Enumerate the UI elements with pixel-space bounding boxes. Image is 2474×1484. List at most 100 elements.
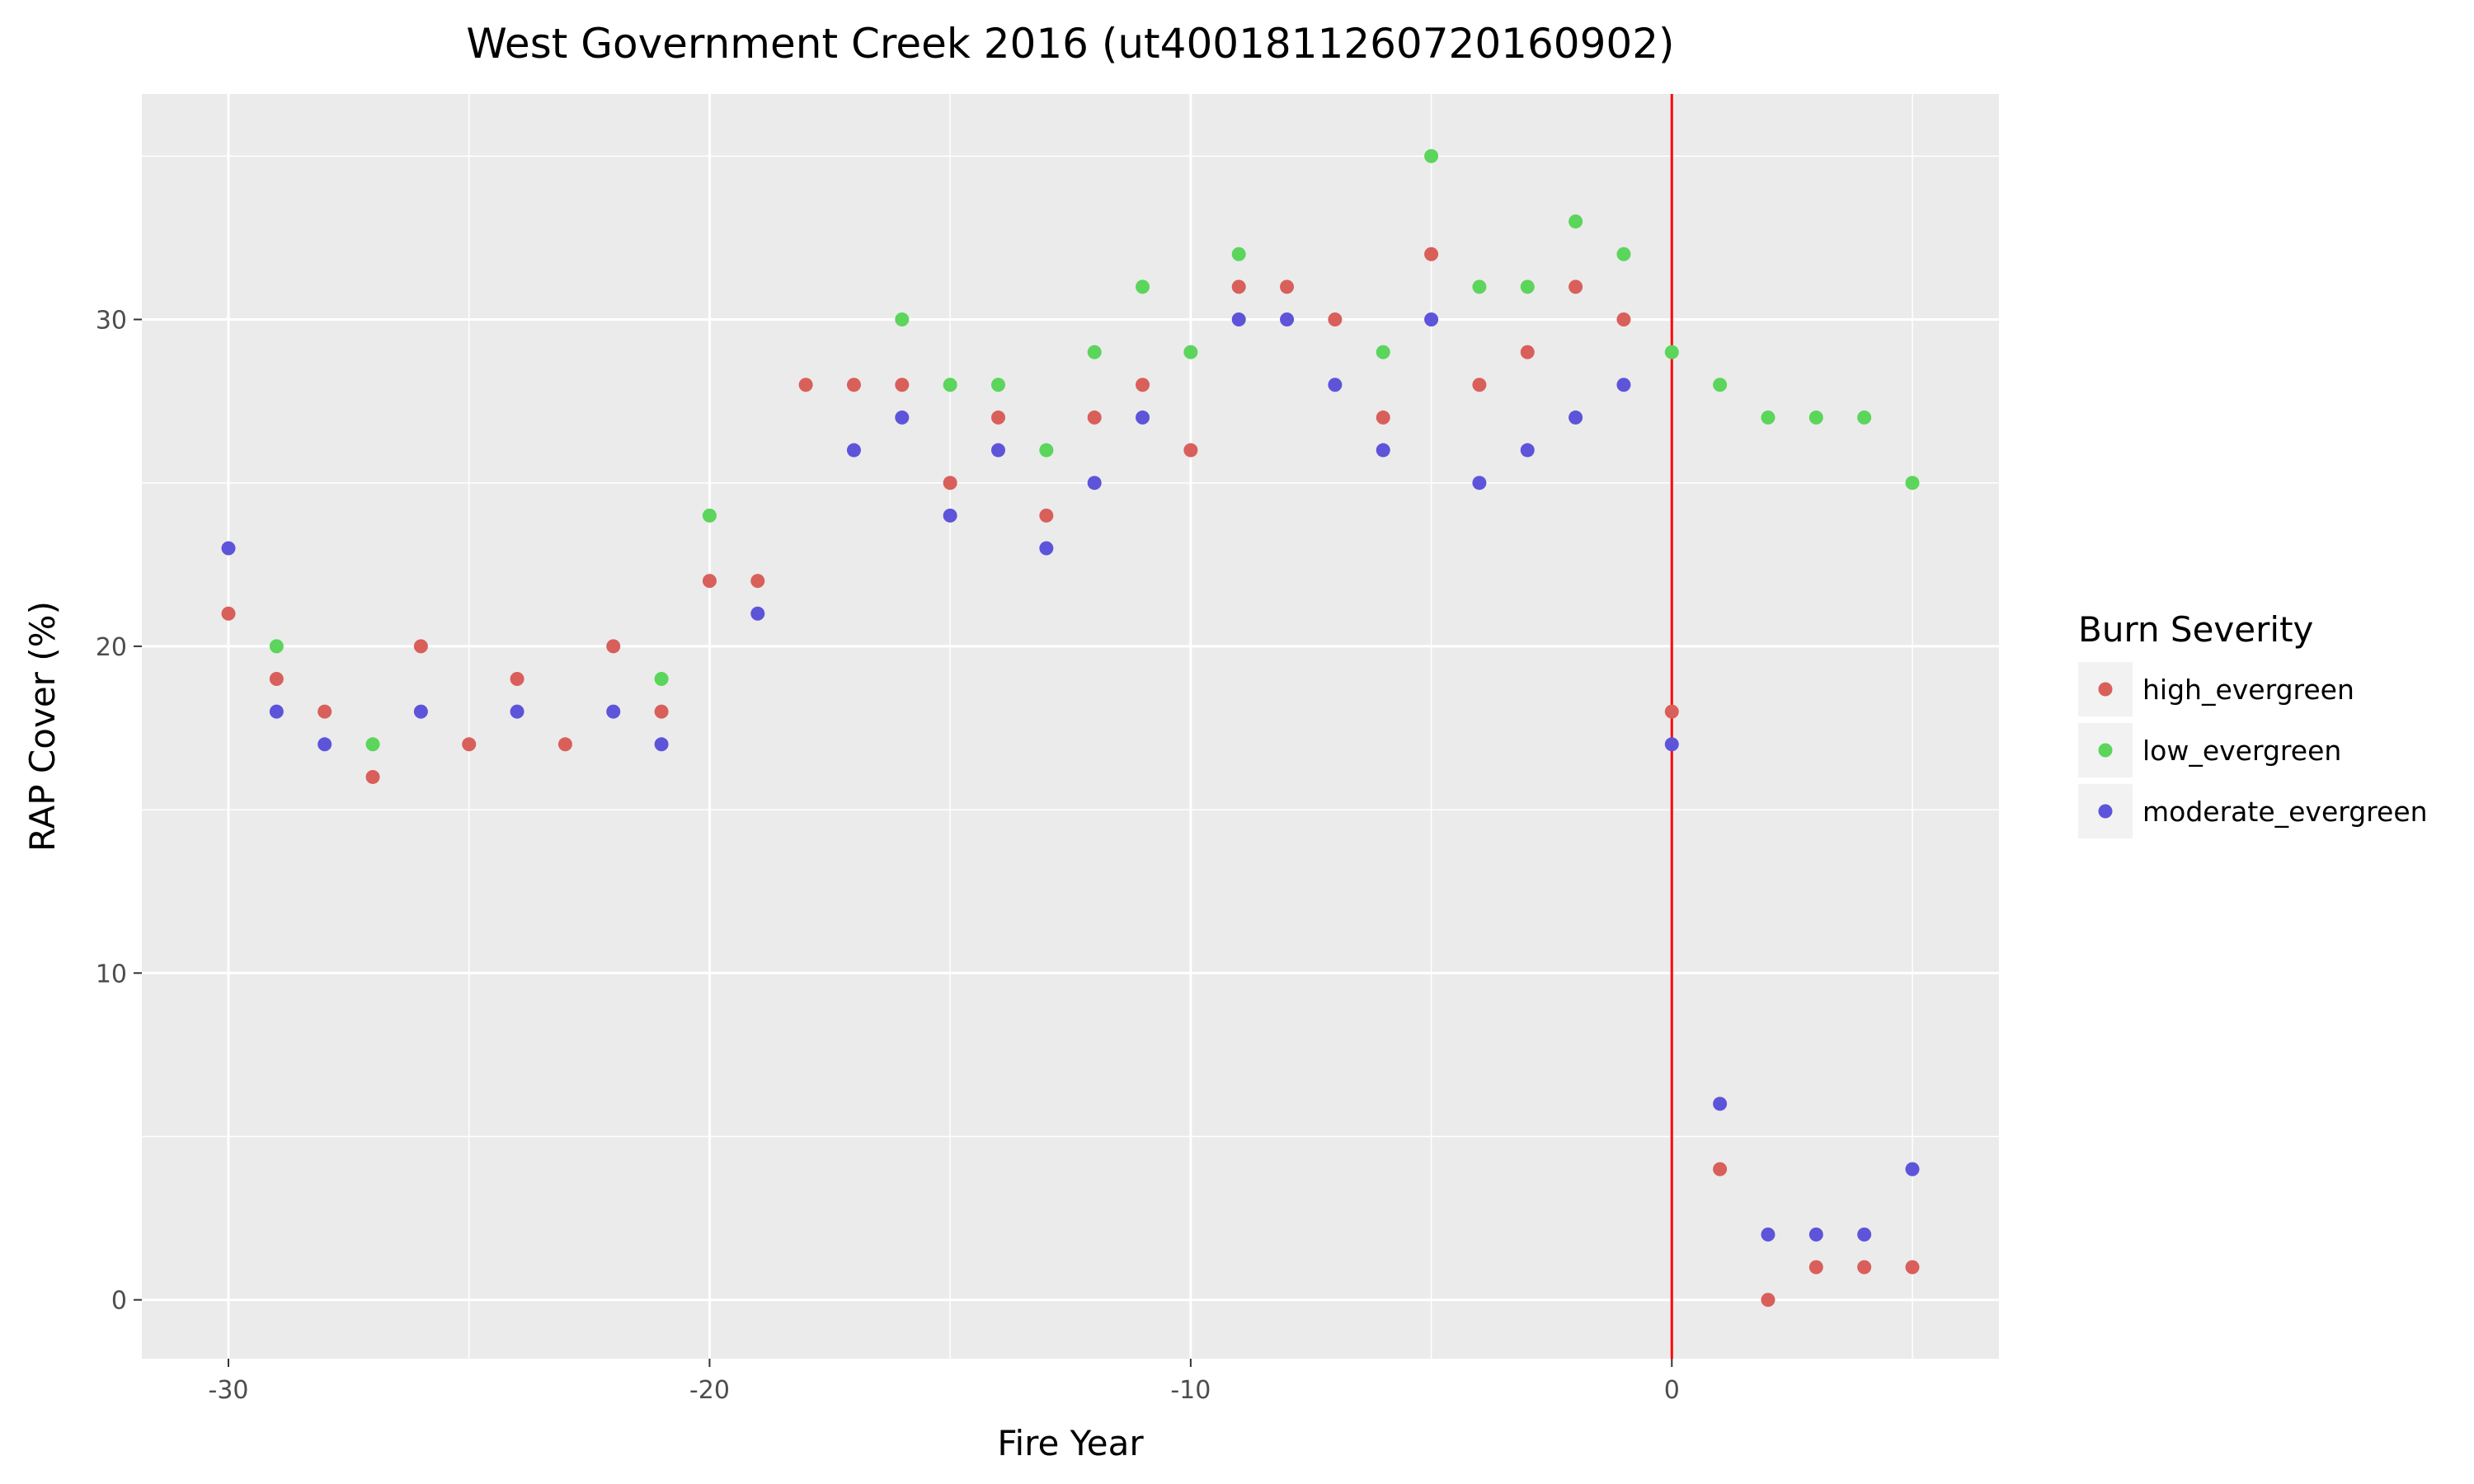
point-high-evergreen: [317, 704, 332, 719]
point-high-evergreen: [846, 378, 861, 392]
point-high-evergreen: [1328, 312, 1343, 327]
point-moderate-evergreen: [1664, 737, 1679, 752]
x-axis-title: Fire Year: [997, 1423, 1144, 1463]
point-moderate-evergreen: [269, 704, 284, 719]
legend-key-moderate-evergreen: [2098, 804, 2113, 819]
point-moderate-evergreen: [1808, 1227, 1823, 1242]
point-moderate-evergreen: [1857, 1227, 1872, 1242]
y-tick-label: 10: [96, 960, 127, 989]
point-moderate-evergreen: [1569, 410, 1583, 425]
point-low-evergreen: [1616, 247, 1631, 261]
x-tick-label: -30: [209, 1376, 249, 1405]
x-tick-label: -20: [689, 1376, 730, 1405]
point-low-evergreen: [1472, 279, 1487, 294]
point-high-evergreen: [1905, 1260, 1920, 1275]
point-moderate-evergreen: [846, 443, 861, 458]
point-high-evergreen: [1713, 1162, 1728, 1176]
point-high-evergreen: [1376, 410, 1390, 425]
point-high-evergreen: [1664, 704, 1679, 719]
point-high-evergreen: [798, 378, 813, 392]
point-high-evergreen: [1569, 279, 1583, 294]
point-high-evergreen: [1761, 1293, 1776, 1308]
legend-label: high_evergreen: [2142, 674, 2354, 706]
point-moderate-evergreen: [510, 704, 524, 719]
point-moderate-evergreen: [1231, 312, 1246, 327]
point-low-evergreen: [1424, 148, 1439, 163]
point-low-evergreen: [1183, 345, 1198, 359]
point-moderate-evergreen: [1376, 443, 1390, 458]
y-tick-label: 20: [96, 633, 127, 662]
point-high-evergreen: [269, 672, 284, 687]
point-moderate-evergreen: [990, 443, 1005, 458]
point-high-evergreen: [1231, 279, 1246, 294]
point-moderate-evergreen: [1280, 312, 1295, 327]
point-high-evergreen: [654, 704, 669, 719]
minor-gridlines: [142, 94, 1999, 1359]
point-high-evergreen: [990, 410, 1005, 425]
point-low-evergreen: [895, 312, 910, 327]
y-tick-label: 0: [111, 1287, 127, 1316]
legend-title: Burn Severity: [2078, 609, 2313, 650]
x-axis-ticks: -30 -20 -10 0: [209, 1359, 1680, 1405]
point-moderate-evergreen: [221, 541, 236, 556]
point-moderate-evergreen: [1087, 476, 1102, 491]
chart-title: West Government Creek 2016 (ut4001811260…: [466, 20, 1674, 68]
point-low-evergreen: [943, 378, 957, 392]
point-high-evergreen: [702, 574, 717, 589]
point-moderate-evergreen: [606, 704, 621, 719]
point-low-evergreen: [1857, 410, 1872, 425]
y-axis-ticks: 0 10 20 30: [96, 307, 142, 1316]
point-high-evergreen: [1280, 279, 1295, 294]
point-low-evergreen: [1713, 378, 1728, 392]
point-low-evergreen: [1761, 410, 1776, 425]
point-moderate-evergreen: [413, 704, 428, 719]
point-high-evergreen: [1472, 378, 1487, 392]
point-moderate-evergreen: [1424, 312, 1439, 327]
legend-key-low-evergreen: [2098, 743, 2113, 758]
point-low-evergreen: [1569, 214, 1583, 229]
major-gridlines: [142, 94, 1999, 1359]
legend-label: moderate_evergreen: [2142, 796, 2428, 828]
point-high-evergreen: [1520, 345, 1535, 359]
point-low-evergreen: [1376, 345, 1390, 359]
point-high-evergreen: [462, 737, 477, 752]
point-low-evergreen: [990, 378, 1005, 392]
data-points: [221, 148, 1920, 1308]
point-high-evergreen: [365, 769, 380, 784]
point-low-evergreen: [1808, 410, 1823, 425]
point-low-evergreen: [1087, 345, 1102, 359]
point-moderate-evergreen: [1616, 378, 1631, 392]
point-high-evergreen: [943, 476, 957, 491]
point-low-evergreen: [702, 508, 717, 523]
point-high-evergreen: [1857, 1260, 1872, 1275]
point-moderate-evergreen: [1328, 378, 1343, 392]
y-tick-label: 30: [96, 307, 127, 336]
legend-items: high_evergreen low_evergreen moderate_ever…: [2078, 662, 2428, 838]
point-moderate-evergreen: [654, 737, 669, 752]
point-moderate-evergreen: [1905, 1162, 1920, 1176]
point-high-evergreen: [1183, 443, 1198, 458]
point-high-evergreen: [557, 737, 572, 752]
plot-panel: [142, 94, 1999, 1359]
point-moderate-evergreen: [895, 410, 910, 425]
x-tick-label: -10: [1170, 1376, 1211, 1405]
point-low-evergreen: [654, 672, 669, 687]
point-high-evergreen: [1808, 1260, 1823, 1275]
point-moderate-evergreen: [1472, 476, 1487, 491]
point-high-evergreen: [1424, 247, 1439, 261]
point-low-evergreen: [269, 639, 284, 654]
point-low-evergreen: [1664, 345, 1679, 359]
point-low-evergreen: [1905, 476, 1920, 491]
point-moderate-evergreen: [1761, 1227, 1776, 1242]
point-high-evergreen: [413, 639, 428, 654]
point-moderate-evergreen: [750, 606, 765, 621]
point-moderate-evergreen: [1520, 443, 1535, 458]
point-high-evergreen: [1087, 410, 1102, 425]
point-low-evergreen: [1039, 443, 1054, 458]
point-high-evergreen: [750, 574, 765, 589]
point-moderate-evergreen: [943, 508, 957, 523]
point-moderate-evergreen: [1039, 541, 1054, 556]
y-axis-title: RAP Cover (%): [22, 601, 63, 852]
point-high-evergreen: [510, 672, 524, 687]
